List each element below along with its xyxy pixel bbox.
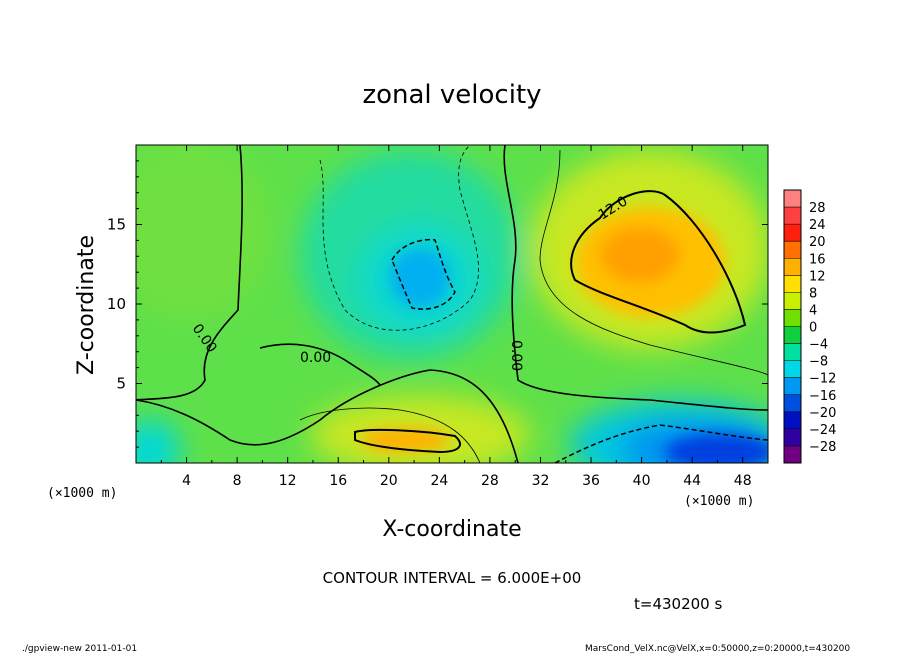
colorbar-label: 0 (809, 321, 817, 336)
colorbar-label: −8 (809, 355, 828, 370)
x-unit-label-right: (×1000 m) (684, 494, 754, 509)
x-axis-ticks: 4 8 12 16 20 24 28 32 36 40 44 48 (160, 145, 752, 489)
chart-title: zonal velocity (362, 80, 541, 110)
footer-program: ./gpview-new 2011-01-01 (22, 644, 137, 654)
y-tick-label: 10 (107, 295, 126, 313)
colorbar: 28 24 20 16 12 8 4 0 −4 −8 −12 −16 −20 −24 −28 (783, 189, 836, 464)
colorbar-swatch (784, 292, 801, 310)
colorbar-swatch (784, 360, 801, 379)
contour-positive-upper-right (570, 190, 747, 334)
x-tick-label: 20 (380, 473, 398, 489)
contour-zero-lower (136, 369, 519, 463)
x-tick-label: 40 (633, 473, 651, 489)
contour-label: 0.00 (300, 350, 331, 366)
x-tick-label: 8 (233, 473, 242, 489)
colorbar-label: −28 (809, 440, 836, 455)
x-axis-title: X-coordinate (382, 517, 521, 542)
colorbar-swatch (784, 428, 801, 447)
colorbar-swatch (784, 309, 801, 327)
y-axis-title: Z-coordinate (74, 235, 99, 375)
colorbar-label: −16 (809, 389, 836, 404)
x-tick-label: 12 (279, 473, 297, 489)
colorbar-swatch (784, 411, 801, 430)
x-tick-label: 32 (532, 473, 550, 489)
contour-zero-small (259, 343, 381, 386)
colorbar-swatch (784, 343, 801, 362)
contour-thin-3 (299, 407, 481, 463)
colorbar-label: 28 (809, 201, 826, 216)
colorbar-label: 24 (809, 218, 826, 233)
x-tick-label: 44 (683, 473, 701, 489)
x-tick-label: 4 (182, 473, 191, 489)
contour-negative-lower-right (554, 424, 768, 463)
contour-zero-middle (503, 145, 768, 411)
colorbar-label: 16 (809, 252, 826, 267)
y-axis-ticks: 5 10 15 (107, 160, 768, 448)
colorbar-swatch (784, 207, 801, 225)
colorbar-swatch (784, 377, 801, 396)
colorbar-label: −20 (809, 406, 836, 421)
colorbar-swatch (784, 445, 801, 464)
contour-interval-text: CONTOUR INTERVAL = 6.000E+00 (323, 569, 582, 587)
colorbar-swatch (784, 275, 801, 293)
time-text: t=430200 s (634, 595, 722, 613)
x-tick-label: 16 (329, 473, 347, 489)
y-tick-label: 15 (107, 216, 126, 234)
colorbar-label: −24 (809, 423, 836, 438)
footer-source: MarsCond_VelX.nc@VelX,x=0:50000,z=0:2000… (585, 644, 850, 654)
colorbar-swatch (784, 326, 801, 345)
contour-negative-middle (391, 238, 456, 310)
contour-label: 0.00 (508, 340, 524, 371)
y-tick-label: 5 (116, 375, 126, 393)
colorbar-label: 20 (809, 235, 826, 250)
colorbar-label: 12 (809, 269, 826, 284)
contour-thin-1 (319, 145, 479, 331)
contour-positive-lower-middle (354, 428, 461, 454)
x-tick-label: 36 (582, 473, 600, 489)
contour-zero-vertical (136, 145, 243, 401)
colorbar-swatch (784, 241, 801, 259)
colorbar-swatch (784, 258, 801, 276)
plot-field (136, 145, 768, 463)
x-tick-label: 28 (481, 473, 499, 489)
colorbar-swatch (784, 394, 801, 413)
contour-thin-2 (539, 149, 768, 376)
colorbar-label: 4 (809, 303, 817, 318)
x-tick-label: 48 (734, 473, 752, 489)
colorbar-label: −12 (809, 372, 836, 387)
x-unit-label-left: (×1000 m) (47, 486, 117, 501)
colorbar-swatch (784, 190, 801, 208)
x-tick-label: 24 (430, 473, 448, 489)
colorbar-swatch (784, 224, 801, 242)
colorbar-label: 8 (809, 286, 817, 301)
colorbar-label: −4 (809, 338, 828, 353)
